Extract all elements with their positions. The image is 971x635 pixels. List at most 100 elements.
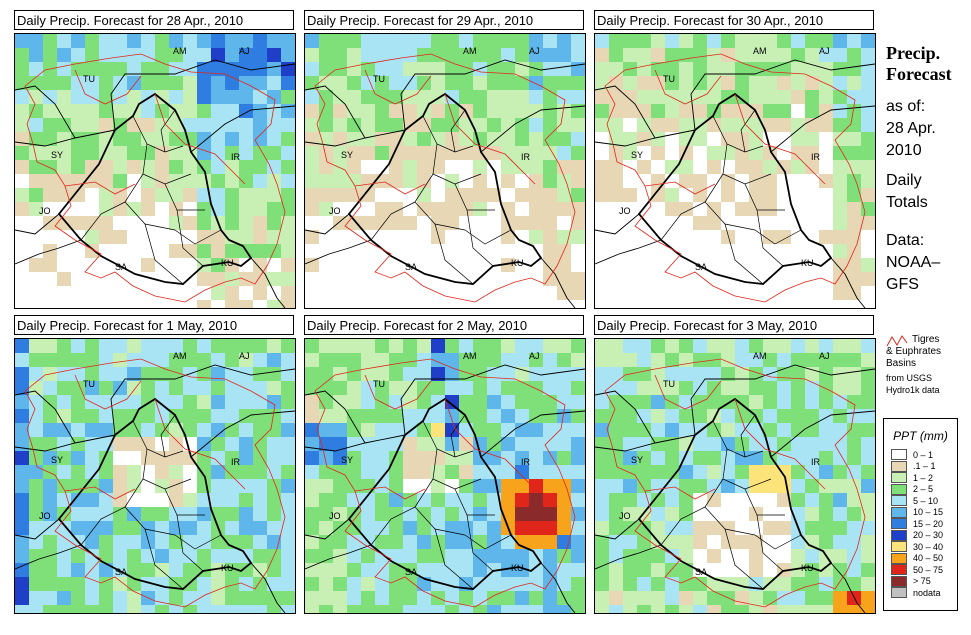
precip-cell bbox=[281, 409, 295, 423]
precip-cell bbox=[281, 216, 295, 230]
precip-cell bbox=[183, 244, 197, 258]
precip-cell bbox=[333, 437, 347, 451]
province-boundary bbox=[740, 414, 756, 458]
precip-cell bbox=[501, 339, 515, 353]
precip-cell bbox=[197, 451, 211, 465]
precip-cell bbox=[57, 479, 71, 493]
precip-cell bbox=[169, 381, 183, 395]
precip-cell bbox=[431, 104, 445, 118]
precip-cell bbox=[445, 202, 459, 216]
precip-cell bbox=[43, 76, 57, 90]
precip-cell bbox=[361, 465, 375, 479]
basin-legend-line3: Basins bbox=[886, 358, 917, 369]
precip-cell bbox=[239, 577, 253, 591]
country-border bbox=[595, 434, 696, 452]
basin-boundary bbox=[604, 358, 866, 608]
precip-cell bbox=[141, 188, 155, 202]
precip-cell bbox=[721, 521, 735, 535]
precip-cell bbox=[833, 132, 847, 146]
basin-boundary bbox=[364, 374, 432, 410]
precip-cell bbox=[71, 451, 85, 465]
precip-cell bbox=[445, 563, 459, 577]
precip-cell bbox=[99, 230, 113, 244]
precip-cell bbox=[319, 174, 333, 188]
precip-cell bbox=[71, 174, 85, 188]
legend-swatch bbox=[891, 552, 907, 564]
precip-cell bbox=[735, 591, 749, 605]
precip-cell bbox=[347, 367, 361, 381]
precip-cell bbox=[239, 339, 253, 353]
precip-cell bbox=[281, 286, 295, 300]
precip-cell bbox=[375, 521, 389, 535]
precip-cell bbox=[253, 146, 267, 160]
precip-cell bbox=[693, 188, 707, 202]
precip-cell bbox=[403, 493, 417, 507]
precip-cell bbox=[15, 367, 29, 381]
precip-cell bbox=[595, 62, 609, 76]
precip-cell bbox=[333, 104, 347, 118]
precip-cell bbox=[791, 563, 805, 577]
precip-cell bbox=[183, 591, 197, 605]
precip-cell bbox=[333, 521, 347, 535]
precip-cell bbox=[127, 381, 141, 395]
sidebar-totals: Totals bbox=[886, 194, 928, 211]
country-label: AM bbox=[753, 46, 767, 56]
precip-cell bbox=[403, 367, 417, 381]
precip-cell bbox=[665, 339, 679, 353]
country-border bbox=[595, 85, 656, 139]
precip-cell bbox=[515, 76, 529, 90]
precip-cell bbox=[763, 423, 777, 437]
precip-cell bbox=[361, 395, 375, 409]
precip-cell bbox=[155, 521, 169, 535]
precip-cell bbox=[693, 62, 707, 76]
province-boundary bbox=[704, 173, 756, 231]
precip-cell bbox=[305, 62, 319, 76]
precip-cell bbox=[721, 409, 735, 423]
precip-cell bbox=[501, 493, 515, 507]
precip-cell bbox=[609, 146, 623, 160]
precip-cell bbox=[749, 339, 763, 353]
precip-cell bbox=[375, 48, 389, 62]
precip-cell bbox=[85, 521, 99, 535]
precip-cell bbox=[85, 409, 99, 423]
precip-cell bbox=[333, 216, 347, 230]
basin-legend-line2: & Euphrates bbox=[886, 346, 942, 357]
precip-cell bbox=[361, 507, 375, 521]
precip-cell bbox=[57, 395, 71, 409]
precip-cell bbox=[459, 507, 473, 521]
precip-cell bbox=[361, 188, 375, 202]
precip-cell bbox=[155, 409, 169, 423]
precip-cell bbox=[333, 34, 347, 48]
precip-cell bbox=[651, 353, 665, 367]
precip-cell bbox=[305, 353, 319, 367]
precip-cell bbox=[529, 90, 543, 104]
precip-cell bbox=[333, 479, 347, 493]
country-border bbox=[305, 239, 372, 265]
precip-cell bbox=[571, 605, 585, 613]
precip-cell bbox=[819, 423, 833, 437]
precip-cell bbox=[375, 591, 389, 605]
precip-cell bbox=[501, 563, 515, 577]
precip-cell bbox=[819, 230, 833, 244]
precip-cell bbox=[861, 216, 875, 230]
precip-cell bbox=[29, 549, 43, 563]
precip-cell bbox=[431, 423, 445, 437]
precip-cell bbox=[861, 104, 875, 118]
precip-cell bbox=[473, 202, 487, 216]
precip-cell bbox=[833, 34, 847, 48]
precip-cell bbox=[693, 48, 707, 62]
precip-cell bbox=[57, 521, 71, 535]
precip-cell bbox=[595, 493, 609, 507]
precip-cell bbox=[609, 507, 623, 521]
country-label: AM bbox=[463, 351, 477, 361]
precip-cell bbox=[637, 423, 651, 437]
precip-cell bbox=[791, 493, 805, 507]
precip-cell bbox=[805, 423, 819, 437]
precip-cell bbox=[595, 549, 609, 563]
legend-label: 10 – 15 bbox=[913, 507, 944, 518]
precip-cell bbox=[609, 160, 623, 174]
country-border bbox=[690, 364, 875, 436]
precip-cell bbox=[543, 174, 557, 188]
precip-cell bbox=[431, 118, 445, 132]
